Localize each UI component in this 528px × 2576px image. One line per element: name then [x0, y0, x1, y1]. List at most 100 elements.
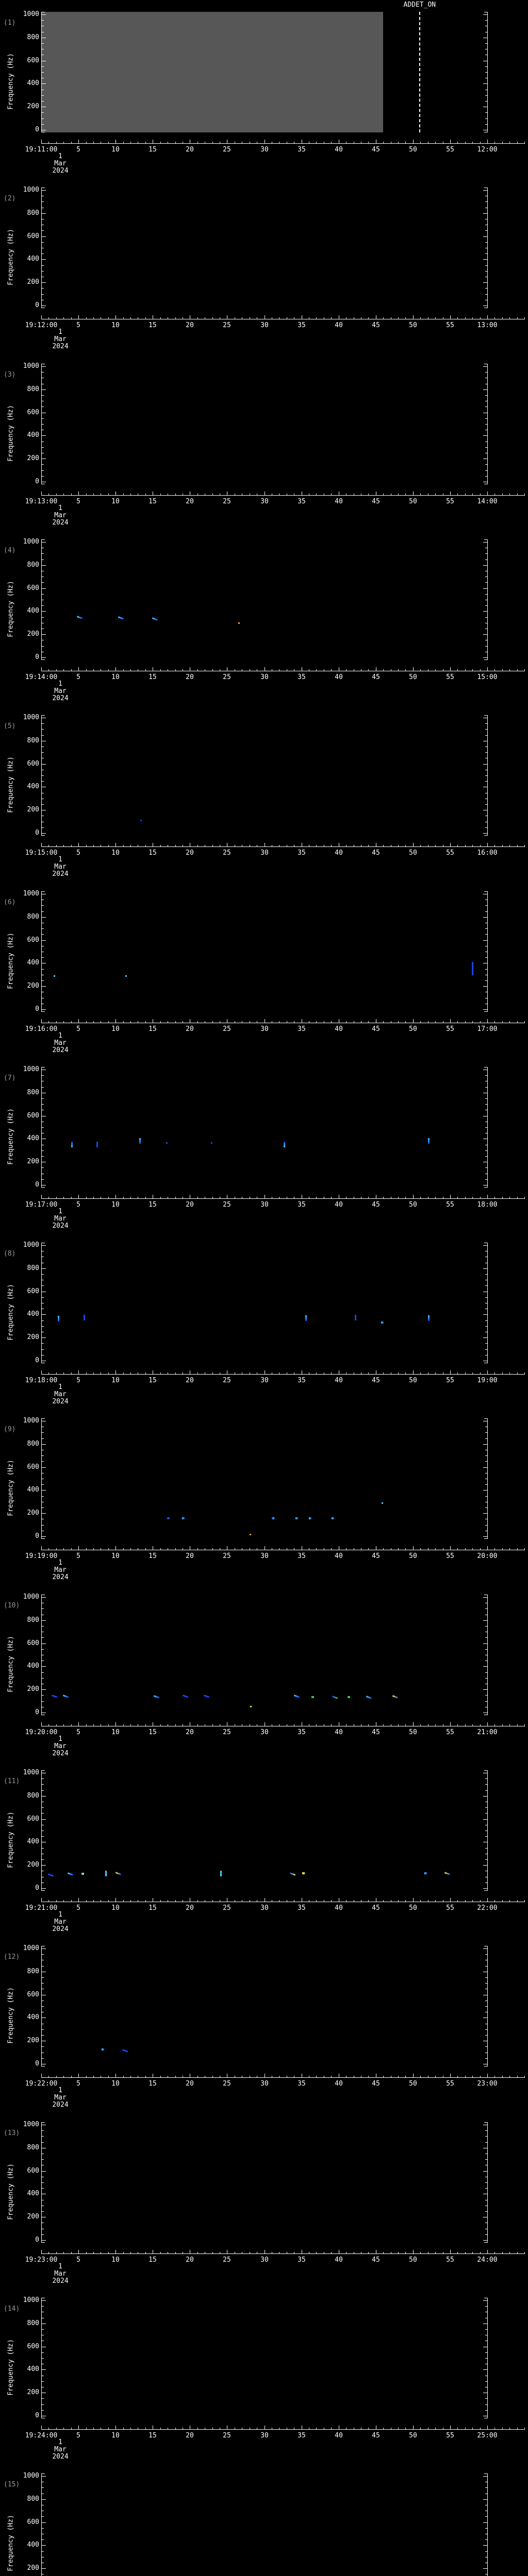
x-tick [56, 1900, 57, 1902]
x-tick-label: 5 [76, 1728, 80, 1736]
y-tick-label: 400 [27, 431, 39, 439]
y-tick-label: 600 [27, 936, 39, 944]
x-tick-label: 45 [372, 1201, 380, 1209]
x-tick [502, 2076, 503, 2077]
detection-mark [105, 1871, 107, 1876]
x-tick [413, 315, 414, 319]
x-tick [494, 1900, 495, 1902]
y-tick [485, 980, 487, 981]
y-axis-title: Frequency (Hz) [7, 1636, 15, 1692]
y-tick [42, 201, 44, 202]
x-tick [212, 317, 213, 319]
x-tick [108, 494, 109, 495]
x-tick [56, 1548, 57, 1550]
x-tick [480, 2252, 481, 2253]
x-tick-label: 5 [76, 2080, 80, 2088]
x-tick [175, 1021, 176, 1023]
x-tick [63, 1900, 64, 1902]
y-axis-right [487, 539, 488, 660]
x-tick [368, 1548, 369, 1550]
x-tick [316, 1548, 317, 1550]
x-tick-label: 55 [446, 321, 454, 329]
y-axis-end-serif [42, 891, 45, 892]
y-tick [42, 124, 44, 125]
y-tick-label: 600 [27, 2167, 39, 2175]
y-tick [42, 1948, 46, 1949]
detection-mark [295, 1517, 298, 1519]
x-tick [86, 1724, 87, 1726]
x-tick [405, 2076, 406, 2077]
x-start-time-label: 19:21:00 [25, 1904, 58, 1912]
x-tick [472, 1372, 473, 1374]
x-tick [78, 1898, 79, 1902]
y-tick [483, 2522, 487, 2523]
x-tick [509, 2428, 510, 2429]
x-tick [405, 142, 406, 143]
x-tick [487, 1195, 488, 1198]
x-tick [398, 494, 399, 495]
date-label: 1 [58, 1383, 62, 1391]
x-tick [517, 2428, 518, 2429]
x-tick [86, 1900, 87, 1902]
x-tick [175, 494, 176, 495]
y-axis-left [41, 1946, 42, 2066]
y-tick-label: 1000 [23, 2472, 39, 2480]
x-tick [108, 669, 109, 671]
y-tick-label: 200 [27, 1509, 39, 1517]
x-tick [160, 317, 161, 319]
panel-index-label: (1) [4, 19, 16, 27]
y-tick [483, 2568, 487, 2569]
y-tick [485, 2142, 487, 2143]
x-tick [502, 2252, 503, 2253]
y-tick [42, 395, 44, 396]
x-tick [175, 669, 176, 671]
y-tick [483, 634, 487, 635]
x-tick [331, 317, 332, 319]
x-tick [41, 1546, 42, 1550]
x-tick [494, 1724, 495, 1726]
y-tick [42, 1484, 44, 1485]
y-tick [42, 804, 44, 805]
date-label: 1 [58, 152, 62, 160]
date-label: 1 [58, 680, 62, 688]
x-tick [160, 142, 161, 143]
x-tick [435, 317, 436, 319]
x-tick [145, 494, 146, 495]
y-tick [42, 2046, 44, 2047]
x-tick [465, 142, 466, 143]
x-tick [509, 1197, 510, 1198]
x-tick [331, 1548, 332, 1550]
x-tick [160, 1372, 161, 1374]
x-tick [71, 494, 72, 495]
x-tick [316, 2076, 317, 2077]
y-tick [485, 265, 487, 266]
x-tick-label: 25 [223, 849, 231, 857]
x-tick-label: 5 [76, 321, 80, 329]
y-tick [485, 112, 487, 113]
x-tick [48, 317, 49, 319]
y-tick [42, 242, 44, 243]
y-axis-right [487, 188, 488, 308]
x-tick [487, 492, 488, 495]
x-tick [457, 2076, 458, 2077]
x-tick-label: 40 [335, 1025, 343, 1033]
x-tick [435, 1197, 436, 1198]
x-tick [368, 317, 369, 319]
panel-index-label: (13) [4, 2129, 20, 2137]
x-tick [368, 1900, 369, 1902]
detection-mark [382, 1502, 383, 1504]
y-tick [485, 605, 487, 606]
x-tick-label: 15 [148, 1552, 157, 1560]
y-tick [42, 1461, 44, 1462]
y-tick [485, 1660, 487, 1661]
x-tick [108, 1372, 109, 1374]
spectrogram-panel: (10) Frequency (Hz) 0 200 400 600 800 1000 19:20… [0, 1583, 528, 1759]
x-tick-label: 45 [372, 2432, 380, 2439]
y-tick [485, 271, 487, 272]
y-tick [42, 1536, 46, 1537]
y-axis-left [41, 1243, 42, 1363]
x-tick [524, 494, 525, 495]
x-end-time-label: 20:00 [477, 1552, 498, 1560]
y-tick [42, 2539, 44, 2540]
x-tick [48, 669, 49, 671]
